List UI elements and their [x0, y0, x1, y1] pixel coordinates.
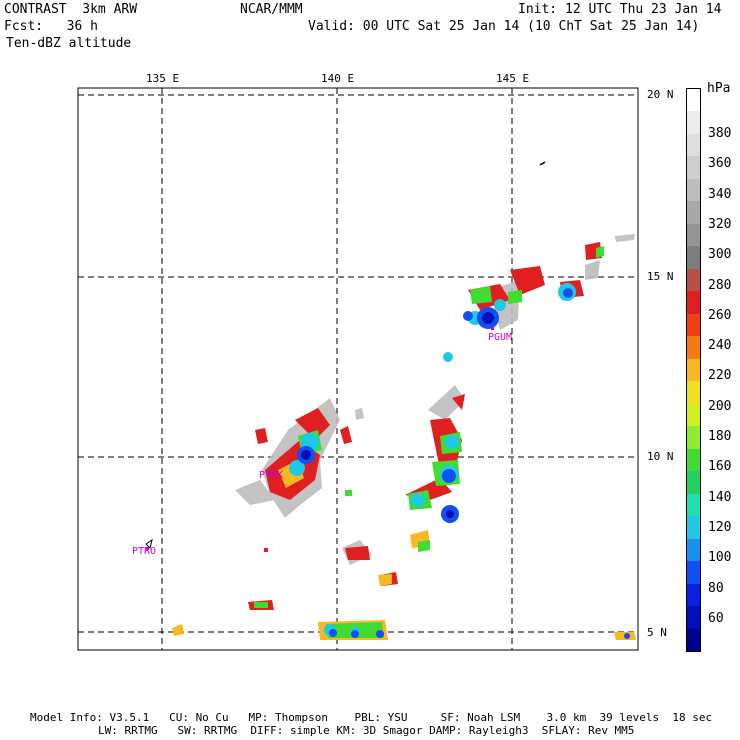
island-outline [145, 538, 153, 549]
station-markers [146, 327, 494, 550]
colorbar-swatch [687, 313, 700, 337]
colorbar-swatch [687, 246, 700, 270]
forecast-hour: Fcst: 36 h [4, 19, 98, 34]
org-label: NCAR/MMM [240, 2, 303, 17]
colorbar-tick-label: 60 [708, 610, 724, 626]
colorbar-swatch [687, 606, 700, 629]
colorbar-swatch [687, 89, 700, 112]
lat-label-10n: 10 N [647, 450, 674, 463]
colorbar-tick-label: 160 [708, 459, 732, 475]
lat-label-15n: 15 N [647, 270, 674, 283]
colorbar-tick-label: 260 [708, 307, 732, 323]
colorbar-swatch [687, 336, 700, 360]
colorbar-swatch [687, 381, 700, 405]
colorbar-tick-label: 300 [708, 247, 732, 263]
colorbar-swatch [687, 628, 700, 652]
colorbar-swatch [687, 448, 700, 472]
colorbar-swatch [687, 516, 700, 540]
colorbar-tick-label: 140 [708, 489, 732, 505]
colorbar-tick-label: 380 [708, 126, 732, 141]
lon-label-145e: 145 E [496, 72, 530, 85]
colorbar-swatch [687, 133, 700, 157]
station-marker-ptro [146, 547, 149, 550]
colorbar-swatch [687, 268, 700, 292]
model-info-line1: Model Info: V3.5.1 CU: No Cu MP: Thompso… [30, 711, 713, 724]
colorbar-swatch [687, 403, 700, 427]
station-label-ptro: PTRO [132, 546, 157, 557]
colorbar-tick-label: 360 [708, 156, 732, 172]
lon-label-135e: 135 E [146, 72, 180, 85]
colorbar-tick-label: 200 [708, 398, 732, 414]
lat-label-5n: 5 N [647, 626, 667, 639]
lon-label-140e: 140 E [321, 72, 355, 85]
colorbar-swatch [687, 561, 700, 585]
init-time: Init: 12 UTC Thu 23 Jan 14 [518, 2, 722, 17]
colorbar-tick-label: 180 [708, 429, 732, 444]
colorbar-swatch [687, 156, 700, 180]
colorbar-swatch [687, 471, 700, 495]
station-marker-ptkk [268, 472, 271, 475]
colorbar-tick-label: 240 [708, 338, 732, 354]
model-info-line2: LW: RRTMG SW: RRTMG DIFF: simple KM: 3D … [98, 724, 635, 737]
colorbar-tick-label: 120 [708, 519, 732, 535]
colorbar-swatch [687, 358, 700, 382]
station-marker-pgum [491, 327, 494, 330]
colorbar-tick-label: 220 [708, 368, 732, 384]
colorbar-swatch [687, 201, 700, 225]
colorbar-swatch [687, 178, 700, 202]
lat-label-20n: 20 N [647, 88, 674, 101]
colorbar-swatch [687, 538, 700, 562]
station-label-pgum: PGUM [488, 332, 513, 343]
colorbar-swatch [687, 426, 700, 450]
colorbar-tick-label: 100 [708, 550, 732, 566]
valid-time: Valid: 00 UTC Sat 25 Jan 14 (10 ChT Sat … [308, 19, 700, 34]
island-outline [539, 161, 546, 166]
colorbar-tick-label: 320 [708, 216, 732, 232]
colorbar-swatch [687, 223, 700, 247]
colorbar-swatch [687, 111, 700, 135]
colorbar-swatch [687, 583, 700, 607]
radar-cells [145, 161, 636, 640]
colorbar-unit: hPa [707, 81, 731, 96]
colorbar-tick-label: 280 [708, 277, 732, 293]
model-title: CONTRAST 3km ARW [4, 2, 138, 17]
colorbar-tick-label: 80 [708, 580, 724, 596]
station-label-ptkk: PTKK [259, 470, 284, 481]
colorbar [686, 88, 701, 652]
colorbar-tick-label: 340 [708, 186, 732, 202]
field-name: Ten-dBZ altitude [6, 36, 132, 51]
colorbar-swatch [687, 291, 700, 315]
colorbar-swatch [687, 493, 700, 517]
